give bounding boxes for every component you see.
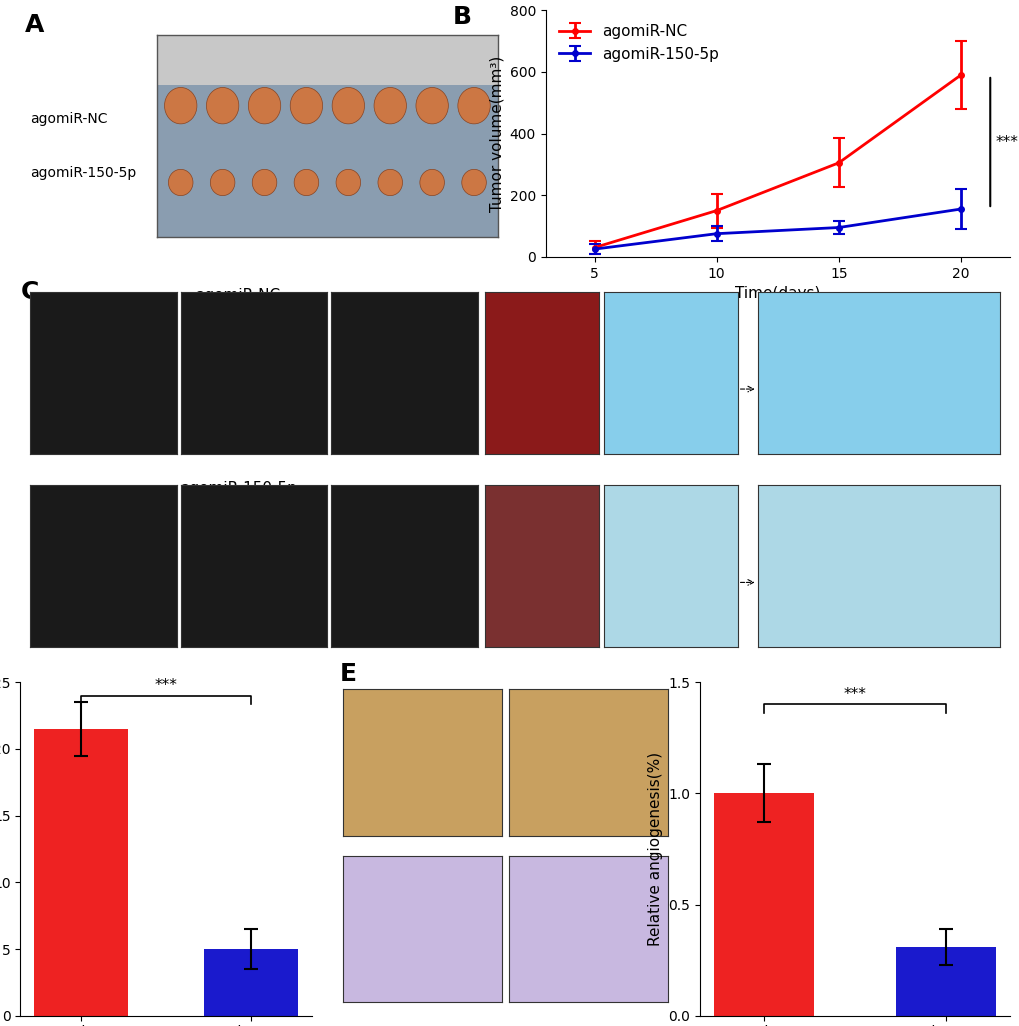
Text: ***: ***: [995, 134, 1017, 150]
Bar: [895, 947, 995, 1016]
Text: ***: ***: [843, 687, 865, 702]
X-axis label: Time(days): Time(days): [735, 286, 819, 301]
Text: E: E: [339, 662, 357, 686]
Text: agomiR-NC: agomiR-NC: [31, 112, 108, 126]
Y-axis label: Tumor volume(mm³): Tumor volume(mm³): [488, 55, 503, 211]
Bar: [204, 949, 298, 1016]
Y-axis label: Relative angiogenesis(%): Relative angiogenesis(%): [647, 752, 662, 946]
Text: agomiR-NC: agomiR-NC: [196, 287, 280, 303]
Bar: [34, 728, 127, 1016]
Bar: [713, 793, 813, 1016]
Legend: agomiR-NC, agomiR-150-5p: agomiR-NC, agomiR-150-5p: [553, 17, 725, 68]
Text: B: B: [452, 5, 472, 30]
Text: agomiR-150-5p: agomiR-150-5p: [179, 481, 297, 497]
Text: A: A: [25, 12, 45, 37]
Text: agomiR-150-5p: agomiR-150-5p: [31, 166, 137, 180]
Text: ***: ***: [155, 678, 177, 693]
Text: C: C: [20, 280, 39, 304]
